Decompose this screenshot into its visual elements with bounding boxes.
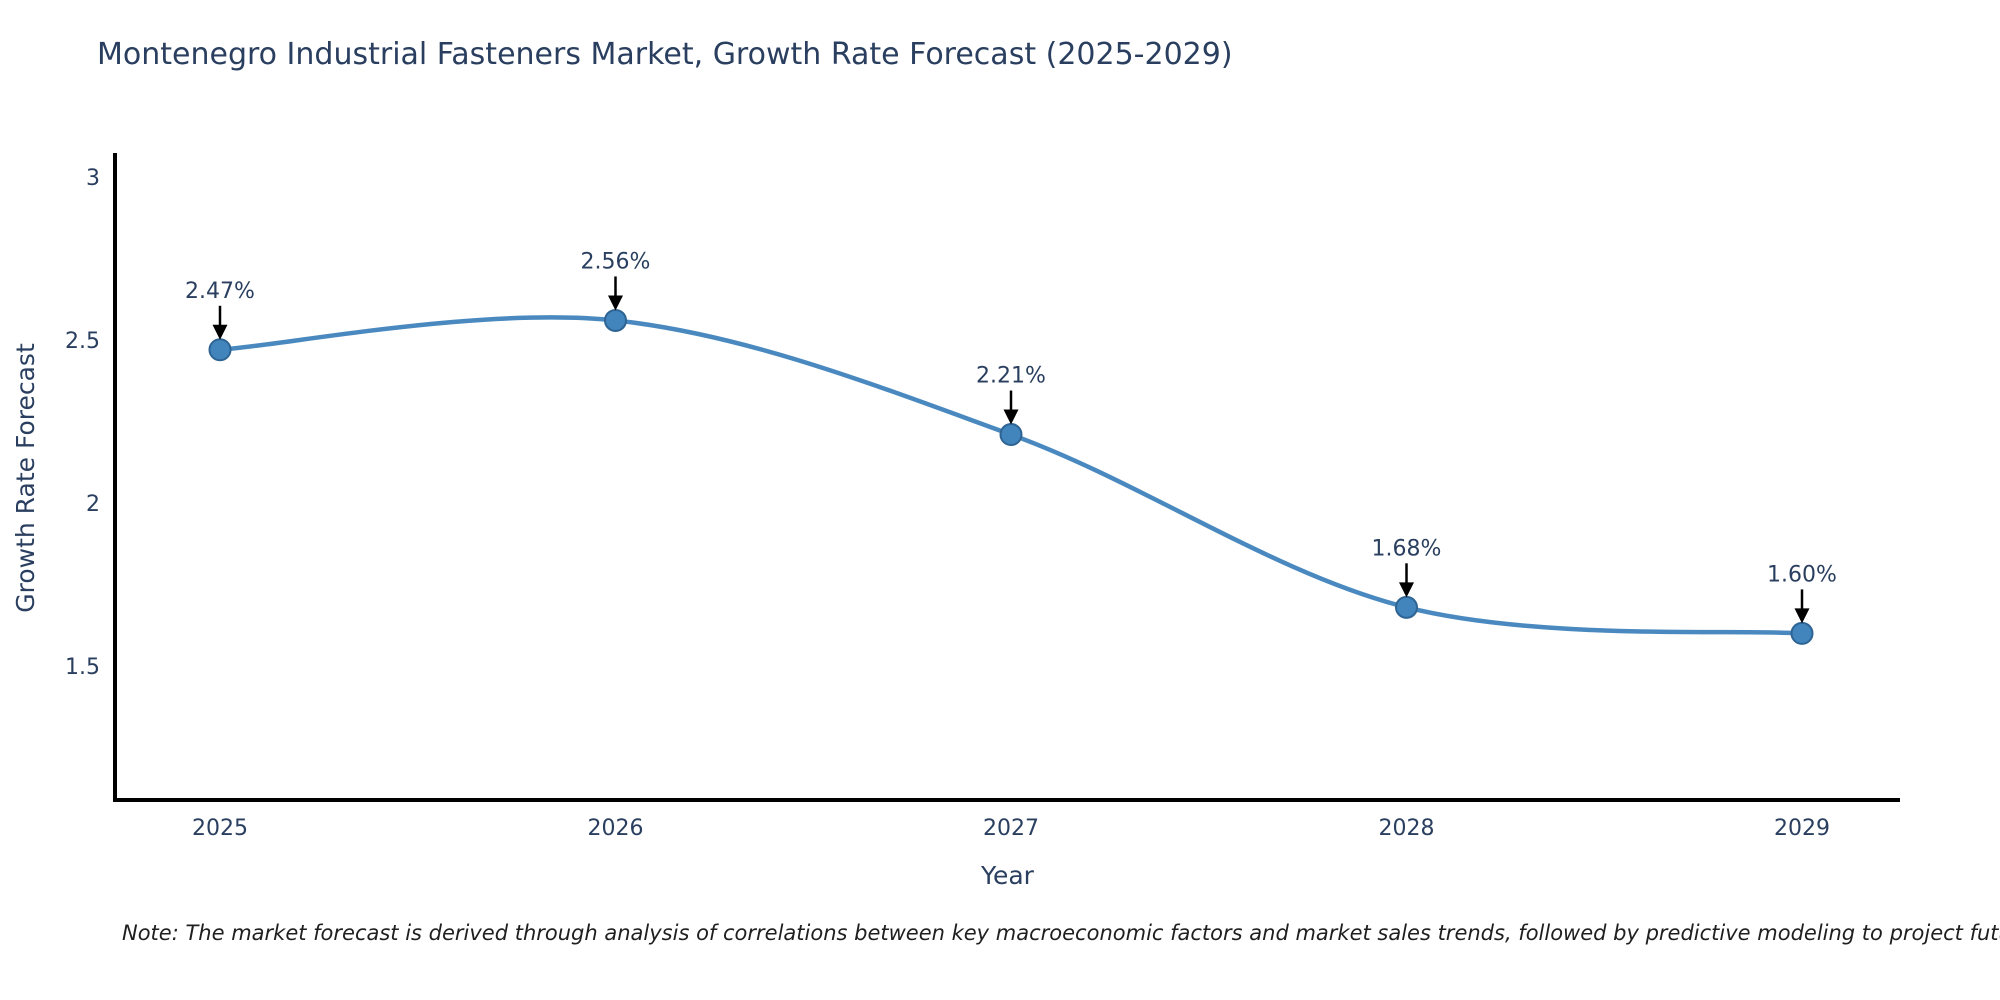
annotation-label-2027: 2.21% xyxy=(976,364,1046,389)
data-point-2029 xyxy=(1790,621,1814,645)
annotation-label-2025: 2.47% xyxy=(185,279,255,304)
annotation-arrowhead xyxy=(212,324,228,340)
x-tick-label-2029: 2029 xyxy=(1774,816,1830,841)
y-tick-label-1.5: 1.5 xyxy=(65,655,100,680)
x-axis-title: Year xyxy=(980,861,1035,890)
y-tick-label-2: 2 xyxy=(86,492,100,517)
x-tick-label-2026: 2026 xyxy=(588,816,644,841)
y-tick-label-3: 3 xyxy=(86,166,100,191)
data-point-2026 xyxy=(604,308,627,332)
annotation-arrowhead xyxy=(608,295,623,311)
annotation-arrowhead xyxy=(1794,608,1810,624)
y-axis-title: Growth Rate Forecast xyxy=(11,343,40,613)
annotation-label-2026: 2.56% xyxy=(581,249,651,274)
x-tick-label-2025: 2025 xyxy=(192,816,248,841)
x-tick-label-2027: 2027 xyxy=(983,816,1039,841)
x-tick-label-2028: 2028 xyxy=(1379,816,1435,841)
y-tick-label-2.5: 2.5 xyxy=(65,329,100,354)
annotation-arrowhead xyxy=(1003,409,1019,425)
annotation-label-2028: 1.68% xyxy=(1372,536,1442,561)
annotation-arrowhead xyxy=(1399,582,1414,598)
chart-title: Montenegro Industrial Fasteners Market, … xyxy=(97,37,1233,72)
footnote: Note: The market forecast is derived thr… xyxy=(122,921,2000,945)
data-point-2027 xyxy=(999,423,1023,447)
data-point-2025 xyxy=(208,338,232,362)
data-point-2028 xyxy=(1395,595,1418,619)
annotation-label-2029: 1.60% xyxy=(1767,562,1837,587)
